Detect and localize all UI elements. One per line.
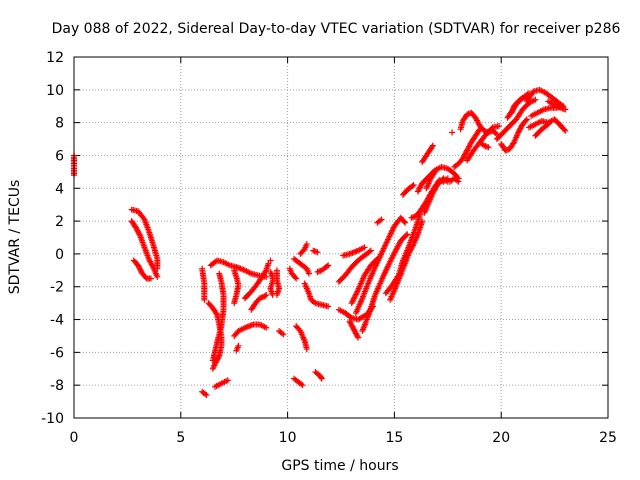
- data-point: [428, 143, 435, 150]
- data-point: [455, 178, 462, 185]
- y-tick-label: 12: [46, 50, 64, 66]
- data-point: [409, 242, 416, 249]
- data-point: [367, 247, 374, 254]
- data-point: [265, 260, 272, 267]
- y-tick-label: 6: [55, 148, 64, 164]
- y-tick-label: 2: [55, 214, 64, 230]
- data-point: [292, 274, 299, 281]
- x-tick-label: 25: [599, 430, 617, 446]
- y-axis-label: SDTVAR / TECUs: [7, 180, 23, 295]
- data-point: [347, 313, 354, 320]
- y-tick-label: -8: [50, 378, 64, 394]
- data-point: [314, 249, 321, 256]
- data-point: [318, 374, 325, 381]
- x-tick-label: 20: [492, 430, 510, 446]
- y-tick-label: 4: [55, 181, 64, 197]
- data-point: [532, 96, 539, 103]
- data-point: [485, 144, 492, 151]
- data-point: [354, 333, 361, 340]
- data-point: [303, 241, 310, 248]
- data-point: [404, 231, 411, 238]
- data-point: [403, 232, 410, 239]
- data-point: [325, 303, 332, 310]
- data-point: [231, 300, 238, 307]
- data-point: [378, 216, 385, 223]
- data-point: [263, 324, 270, 331]
- y-tick-labels: -10 -8 -6 -4 -2 0 2 4 6 8 10 12: [41, 50, 64, 427]
- data-point: [203, 392, 210, 399]
- data-point: [431, 168, 438, 175]
- data-point: [543, 122, 550, 129]
- data-point: [561, 126, 568, 133]
- data-point: [273, 291, 280, 298]
- data-point: [562, 127, 569, 134]
- data-point: [449, 129, 456, 136]
- data-point: [318, 375, 325, 382]
- data-point: [147, 275, 154, 282]
- data-point: [136, 231, 143, 238]
- axis-ticks: [73, 56, 609, 419]
- data-point: [496, 122, 503, 129]
- data-point: [209, 365, 216, 372]
- data-point: [216, 270, 223, 277]
- data-point: [305, 270, 312, 277]
- data-point: [409, 182, 416, 189]
- data-point: [429, 142, 436, 149]
- x-tick-label: 0: [70, 430, 79, 446]
- data-point: [355, 334, 362, 341]
- data-points: [71, 86, 569, 399]
- data-point: [149, 262, 156, 269]
- data-point: [267, 257, 274, 264]
- data-point: [402, 219, 409, 226]
- data-point: [262, 292, 269, 299]
- data-point: [262, 268, 269, 275]
- x-axis-label: GPS time / hours: [281, 458, 398, 474]
- plot-frame: [73, 56, 609, 419]
- x-tick-label: 10: [279, 430, 297, 446]
- x-tick-label: 5: [176, 430, 185, 446]
- data-point: [224, 377, 231, 384]
- data-point: [366, 248, 373, 255]
- data-point: [545, 121, 552, 128]
- y-tick-label: 0: [55, 247, 64, 263]
- y-tick-label: -10: [41, 411, 64, 427]
- chart-title: Day 088 of 2022, Sidereal Day-to-day VTE…: [52, 21, 621, 37]
- data-point: [522, 117, 529, 124]
- data-point: [431, 170, 438, 177]
- data-point: [280, 331, 287, 338]
- data-point: [293, 275, 300, 282]
- data-point: [361, 244, 368, 251]
- data-point: [235, 342, 242, 349]
- data-point: [324, 263, 331, 270]
- data-point: [401, 218, 408, 225]
- y-tick-label: 10: [46, 83, 64, 99]
- data-point: [213, 310, 220, 317]
- data-point: [154, 273, 161, 280]
- data-point: [201, 296, 208, 303]
- data-point: [410, 181, 417, 188]
- data-point: [562, 106, 569, 113]
- data-point: [419, 218, 426, 225]
- y-tick-label: -6: [50, 345, 64, 361]
- data-point: [299, 382, 306, 389]
- data-point: [303, 346, 310, 353]
- x-tick-labels: 0 5 10 15 20 25: [70, 430, 617, 446]
- data-point: [325, 262, 332, 269]
- y-tick-label: 8: [55, 116, 64, 132]
- y-tick-label: -4: [50, 313, 64, 329]
- data-point: [523, 116, 530, 123]
- data-point: [263, 291, 270, 298]
- y-tick-label: -2: [50, 280, 64, 296]
- x-tick-label: 15: [385, 430, 403, 446]
- data-point: [140, 215, 147, 222]
- grid-lines: [74, 57, 608, 418]
